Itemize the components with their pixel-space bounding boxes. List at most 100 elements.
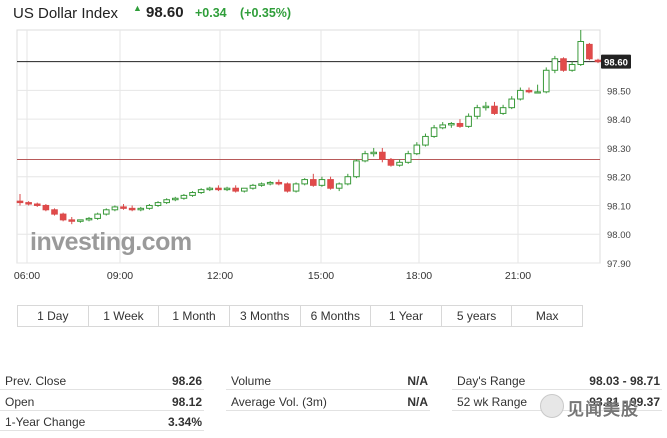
- stat-1-year-change: 1-Year Change 3.34%: [0, 411, 204, 431]
- y-tick-label: 98.00: [607, 230, 631, 241]
- range-button-5-years[interactable]: 5 years: [442, 306, 513, 326]
- range-button-1-day[interactable]: 1 Day: [18, 306, 89, 326]
- y-tick-label: 98.30: [607, 144, 631, 155]
- last-price: 98.60: [146, 4, 184, 21]
- candle-body[interactable]: [517, 89, 524, 100]
- candle-body[interactable]: [258, 183, 265, 186]
- last-price-tag-label: 98.60: [604, 58, 628, 69]
- candle-body[interactable]: [534, 91, 541, 94]
- candle-body[interactable]: [189, 192, 196, 196]
- candle-body[interactable]: [508, 98, 516, 109]
- candle-body[interactable]: [551, 58, 559, 71]
- watermark: 见闻美股: [540, 393, 662, 423]
- candle-body[interactable]: [491, 105, 498, 114]
- candlestick-chart[interactable]: 97.90 98.00 98.10 98.20 98.30 98.40 98.50 06:00…: [0, 0, 667, 300]
- candle-body[interactable]: [413, 144, 421, 155]
- candle-body[interactable]: [560, 58, 567, 71]
- range-button-1-week[interactable]: 1 Week: [89, 306, 160, 326]
- candle-body[interactable]: [379, 151, 386, 160]
- candle-body[interactable]: [215, 187, 222, 191]
- candle-body[interactable]: [404, 153, 412, 163]
- candle-body[interactable]: [542, 69, 550, 93]
- candle-body[interactable]: [59, 213, 67, 221]
- candle-body[interactable]: [197, 189, 205, 194]
- candle-body[interactable]: [525, 89, 533, 93]
- candle-body[interactable]: [301, 179, 308, 185]
- candle-body[interactable]: [42, 204, 50, 211]
- wechat-logo-icon: [540, 394, 564, 418]
- candle-body[interactable]: [310, 179, 317, 186]
- candle-body[interactable]: [223, 187, 231, 191]
- candle-body[interactable]: [594, 59, 602, 63]
- candle-body[interactable]: [171, 197, 179, 201]
- candle-body[interactable]: [137, 207, 145, 211]
- stat-value: 98.03 - 98.71: [589, 374, 660, 388]
- candle-body[interactable]: [482, 105, 490, 109]
- candle-body[interactable]: [284, 183, 291, 192]
- candle-body[interactable]: [473, 107, 481, 117]
- quote-statistics: Prev. Close 98.26 Open 98.12 1-Year Chan…: [0, 364, 667, 438]
- candle-body[interactable]: [353, 160, 360, 178]
- investing-watermark: investing.com: [30, 228, 192, 256]
- candle-body[interactable]: [266, 181, 274, 185]
- watermark-text: 见闻美股: [567, 400, 639, 419]
- candle-body[interactable]: [128, 207, 136, 211]
- stat-days-range: Day's Range 98.03 - 98.71: [452, 370, 662, 390]
- candle-body[interactable]: [120, 206, 127, 209]
- candle-body[interactable]: [275, 181, 283, 185]
- candle-body[interactable]: [33, 203, 41, 206]
- candle-body[interactable]: [465, 115, 472, 127]
- candle-body[interactable]: [25, 202, 32, 205]
- last-price-tag: [601, 54, 631, 69]
- candle-body[interactable]: [206, 187, 214, 191]
- candle-body[interactable]: [16, 200, 24, 204]
- candle-body[interactable]: [499, 107, 507, 114]
- candle-body[interactable]: [318, 179, 326, 186]
- y-tick-label: 97.90: [607, 259, 631, 270]
- candle-body[interactable]: [422, 135, 429, 146]
- stat-open: Open 98.12: [0, 391, 204, 411]
- range-button-3-months[interactable]: 3 Months: [230, 306, 301, 326]
- candle-body[interactable]: [586, 43, 593, 60]
- candle-body[interactable]: [180, 194, 188, 199]
- candle-body[interactable]: [249, 184, 257, 189]
- candle-body[interactable]: [456, 122, 464, 127]
- candle-body[interactable]: [292, 183, 300, 192]
- candle-body[interactable]: [335, 183, 343, 189]
- candle-body[interactable]: [396, 161, 403, 166]
- candle-body[interactable]: [240, 187, 248, 192]
- candle-body[interactable]: [51, 209, 58, 215]
- candle-body[interactable]: [232, 187, 239, 192]
- candle-body[interactable]: [344, 176, 352, 185]
- candle-body[interactable]: [146, 204, 153, 209]
- candle-body[interactable]: [154, 202, 162, 206]
- candle-body[interactable]: [439, 124, 447, 129]
- range-button-6-months[interactable]: 6 Months: [301, 306, 372, 326]
- candle-body[interactable]: [85, 217, 93, 221]
- x-tick-label: 18:00: [406, 270, 432, 282]
- stat-prev-close: Prev. Close 98.26: [0, 370, 204, 390]
- candle-body[interactable]: [430, 127, 438, 137]
- candle-body[interactable]: [68, 219, 76, 222]
- candle-body[interactable]: [370, 151, 378, 155]
- range-button-1-year[interactable]: 1 Year: [371, 306, 442, 326]
- stat-value: 98.26: [171, 374, 202, 388]
- y-tick-label: 98.20: [607, 173, 631, 184]
- candle-body[interactable]: [387, 158, 395, 166]
- price-change-percent: (+0.35%): [240, 6, 292, 20]
- candle-body[interactable]: [77, 219, 84, 222]
- range-button-1-month[interactable]: 1 Month: [159, 306, 230, 326]
- candle-body[interactable]: [102, 209, 110, 215]
- candle-body[interactable]: [577, 41, 585, 66]
- instrument-title: US Dollar Index: [13, 5, 119, 22]
- stat-label: Volume: [231, 374, 272, 388]
- candle-body[interactable]: [568, 64, 576, 71]
- candle-body[interactable]: [327, 179, 334, 189]
- candle-body[interactable]: [163, 199, 170, 204]
- candle-body[interactable]: [94, 213, 101, 219]
- range-button-max[interactable]: Max: [535, 309, 559, 323]
- candle-body[interactable]: [111, 206, 119, 211]
- candle-body[interactable]: [448, 122, 455, 126]
- candle-body[interactable]: [361, 153, 369, 162]
- x-tick-label: 12:00: [207, 270, 233, 282]
